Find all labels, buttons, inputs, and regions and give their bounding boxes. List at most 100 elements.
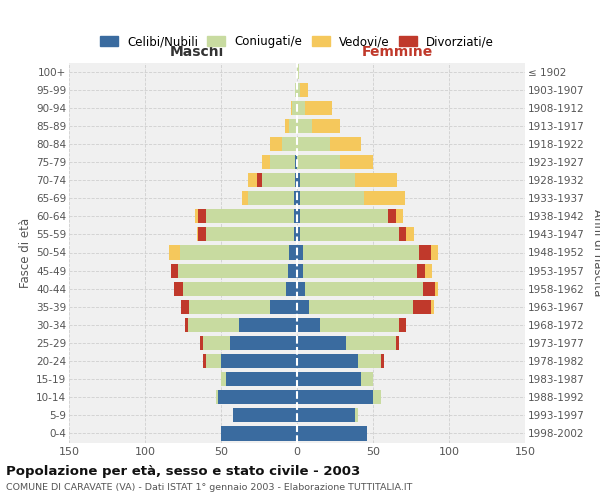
Bar xyxy=(198,228,206,241)
Bar xyxy=(282,137,297,151)
Bar xyxy=(300,82,308,96)
Bar xyxy=(373,390,380,404)
Bar xyxy=(431,246,439,260)
Bar xyxy=(297,264,303,278)
Text: COMUNE DI CARAVATE (VA) - Dati ISTAT 1° gennaio 2003 - Elaborazione TUTTITALIA.I: COMUNE DI CARAVATE (VA) - Dati ISTAT 1° … xyxy=(6,482,412,492)
Bar xyxy=(396,210,403,224)
Bar xyxy=(297,191,300,206)
Bar xyxy=(217,390,218,404)
Bar xyxy=(406,228,414,241)
Bar xyxy=(189,300,269,314)
Bar xyxy=(200,336,203,350)
Bar xyxy=(181,300,189,314)
Bar xyxy=(300,173,355,187)
Bar xyxy=(294,228,297,241)
Bar xyxy=(305,100,332,115)
Bar xyxy=(380,354,383,368)
Bar xyxy=(221,354,297,368)
Bar xyxy=(269,155,295,169)
Bar xyxy=(297,210,300,224)
Bar xyxy=(340,155,373,169)
Bar xyxy=(413,300,431,314)
Bar xyxy=(171,264,178,278)
Bar xyxy=(269,137,282,151)
Bar xyxy=(230,336,297,350)
Bar xyxy=(297,155,340,169)
Bar xyxy=(303,246,419,260)
Bar xyxy=(312,119,340,133)
Bar xyxy=(295,173,297,187)
Bar xyxy=(297,336,346,350)
Bar xyxy=(399,318,406,332)
Bar xyxy=(417,264,425,278)
Text: Femmine: Femmine xyxy=(362,44,433,59)
Bar xyxy=(195,210,198,224)
Bar xyxy=(303,264,417,278)
Bar xyxy=(361,372,373,386)
Bar xyxy=(285,119,289,133)
Bar xyxy=(248,191,294,206)
Bar xyxy=(221,426,297,440)
Bar xyxy=(169,246,180,260)
Bar xyxy=(203,336,230,350)
Bar xyxy=(295,155,297,169)
Bar xyxy=(218,390,297,404)
Bar xyxy=(346,336,396,350)
Bar xyxy=(305,282,423,296)
Bar xyxy=(288,264,297,278)
Bar xyxy=(423,282,436,296)
Bar xyxy=(242,191,248,206)
Bar xyxy=(248,173,257,187)
Bar xyxy=(174,282,183,296)
Bar xyxy=(431,300,434,314)
Bar xyxy=(396,336,399,350)
Bar xyxy=(297,300,309,314)
Bar xyxy=(320,318,399,332)
Bar xyxy=(291,100,292,115)
Bar xyxy=(286,282,297,296)
Bar xyxy=(180,246,289,260)
Bar xyxy=(297,282,305,296)
Bar xyxy=(221,372,226,386)
Bar xyxy=(297,354,358,368)
Bar xyxy=(297,137,331,151)
Bar xyxy=(297,228,300,241)
Bar xyxy=(239,318,297,332)
Bar xyxy=(203,354,206,368)
Bar xyxy=(185,318,188,332)
Y-axis label: Anni di nascita: Anni di nascita xyxy=(591,209,600,296)
Bar xyxy=(257,173,262,187)
Bar xyxy=(399,228,406,241)
Bar xyxy=(297,390,373,404)
Bar xyxy=(198,210,206,224)
Bar xyxy=(295,82,297,96)
Bar xyxy=(309,300,413,314)
Bar xyxy=(292,100,297,115)
Bar xyxy=(289,246,297,260)
Bar xyxy=(178,264,288,278)
Bar xyxy=(297,426,367,440)
Bar xyxy=(425,264,432,278)
Bar xyxy=(297,82,300,96)
Bar xyxy=(297,246,303,260)
Bar xyxy=(206,210,294,224)
Bar xyxy=(188,318,239,332)
Bar xyxy=(262,155,269,169)
Bar xyxy=(297,100,305,115)
Bar xyxy=(206,228,294,241)
Bar xyxy=(269,300,297,314)
Bar xyxy=(233,408,297,422)
Bar xyxy=(289,119,297,133)
Bar xyxy=(300,191,364,206)
Bar xyxy=(183,282,286,296)
Bar xyxy=(419,246,431,260)
Bar xyxy=(331,137,361,151)
Bar xyxy=(297,119,312,133)
Bar xyxy=(262,173,295,187)
Y-axis label: Fasce di età: Fasce di età xyxy=(19,218,32,288)
Bar xyxy=(436,282,439,296)
Bar xyxy=(294,210,297,224)
Bar xyxy=(358,354,380,368)
Bar xyxy=(364,191,405,206)
Legend: Celibi/Nubili, Coniugati/e, Vedovi/e, Divorziati/e: Celibi/Nubili, Coniugati/e, Vedovi/e, Di… xyxy=(95,30,499,53)
